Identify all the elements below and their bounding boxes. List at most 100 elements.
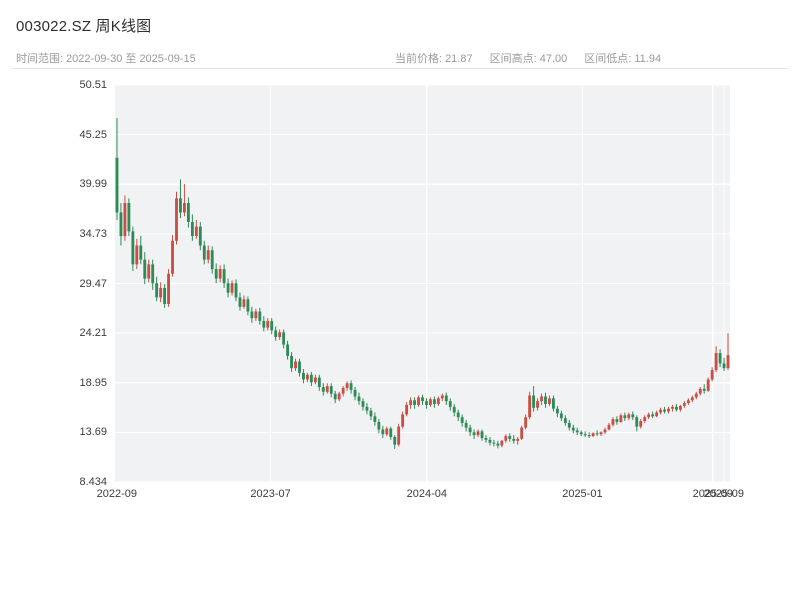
candle	[194, 220, 198, 239]
candle	[432, 396, 436, 408]
candle	[675, 404, 678, 412]
candle	[409, 397, 413, 409]
candle	[302, 369, 305, 384]
candle	[706, 377, 710, 392]
candle	[401, 411, 405, 429]
candle	[512, 435, 516, 444]
candle	[540, 393, 543, 405]
candle	[663, 406, 666, 414]
candle	[468, 424, 472, 437]
candle	[607, 422, 611, 431]
candle	[349, 380, 353, 394]
candle	[341, 386, 345, 397]
candle	[631, 411, 635, 421]
candle	[436, 396, 440, 406]
y-tick-label: 45.25	[79, 128, 107, 141]
candle	[385, 426, 389, 437]
candle	[131, 226, 135, 271]
candle	[325, 383, 329, 394]
candle	[444, 392, 448, 405]
x-tick-label: 2025-01	[562, 488, 603, 500]
price-stats: 当前价格: 21.87 区间高点: 47.00 区间低点: 11.94	[395, 50, 675, 66]
candle	[254, 308, 258, 321]
candle	[647, 412, 651, 420]
candle	[587, 432, 591, 438]
candle	[230, 280, 234, 296]
range-high-label: 区间高点:	[489, 53, 537, 65]
candle	[659, 407, 662, 415]
candle	[421, 394, 424, 405]
candle	[298, 358, 301, 377]
candle	[274, 326, 278, 341]
candle	[167, 269, 170, 307]
candle	[238, 292, 242, 311]
y-tick-label: 8.434	[79, 476, 107, 488]
candle	[528, 391, 532, 420]
y-tick-label: 39.99	[79, 178, 107, 191]
candle	[329, 383, 333, 398]
candle	[429, 397, 432, 407]
current-price-value: 21.87	[445, 53, 473, 65]
candle	[183, 184, 186, 217]
candle	[552, 395, 555, 412]
candle	[492, 439, 496, 447]
header-divider	[12, 68, 788, 69]
candle	[317, 374, 321, 391]
candle	[639, 419, 643, 429]
candle	[389, 426, 393, 440]
candle	[313, 374, 317, 385]
candle	[381, 425, 385, 438]
candle	[686, 398, 690, 405]
current-price-label: 当前价格:	[395, 53, 443, 65]
candle	[655, 410, 659, 418]
candle	[619, 413, 623, 423]
candle	[456, 409, 460, 421]
candle	[698, 387, 702, 396]
candle	[480, 429, 484, 441]
subheader: 时间范围: 2022-09-30 至 2025-09-15 当前价格: 21.87 …	[16, 50, 788, 66]
candle	[678, 404, 682, 412]
candle	[242, 295, 246, 309]
candle	[353, 387, 357, 401]
range-low-stat: 区间低点: 11.94	[584, 53, 661, 65]
candle	[250, 306, 254, 323]
candle	[448, 398, 452, 411]
candle	[159, 282, 163, 303]
range-low-label: 区间低点:	[584, 53, 632, 65]
candle	[171, 235, 174, 277]
candle	[123, 195, 127, 241]
candle	[262, 316, 266, 332]
candle	[726, 333, 730, 371]
candle	[139, 236, 143, 265]
candle	[278, 329, 282, 340]
candle	[599, 431, 603, 437]
candle	[460, 414, 464, 427]
candle	[476, 429, 480, 438]
candle	[536, 398, 539, 411]
candle	[361, 398, 365, 411]
x-tick-label: 2023-07	[250, 488, 291, 500]
candle	[186, 197, 190, 228]
candle	[520, 425, 524, 440]
y-tick-label: 50.51	[79, 79, 107, 91]
candle	[671, 404, 674, 412]
candle	[440, 393, 444, 402]
candle	[464, 420, 468, 432]
candle	[151, 259, 155, 290]
candle	[710, 367, 714, 382]
candle	[694, 391, 698, 400]
y-tick-label: 34.73	[79, 227, 107, 240]
candle	[218, 265, 222, 283]
candle	[571, 424, 575, 434]
candle	[369, 407, 373, 421]
candle	[500, 439, 504, 448]
candle	[270, 318, 274, 335]
candle	[575, 427, 579, 436]
candle	[524, 414, 528, 430]
candle	[345, 381, 349, 391]
candle	[623, 412, 627, 421]
candle	[516, 437, 520, 445]
candle	[591, 432, 595, 438]
candle	[690, 395, 694, 403]
